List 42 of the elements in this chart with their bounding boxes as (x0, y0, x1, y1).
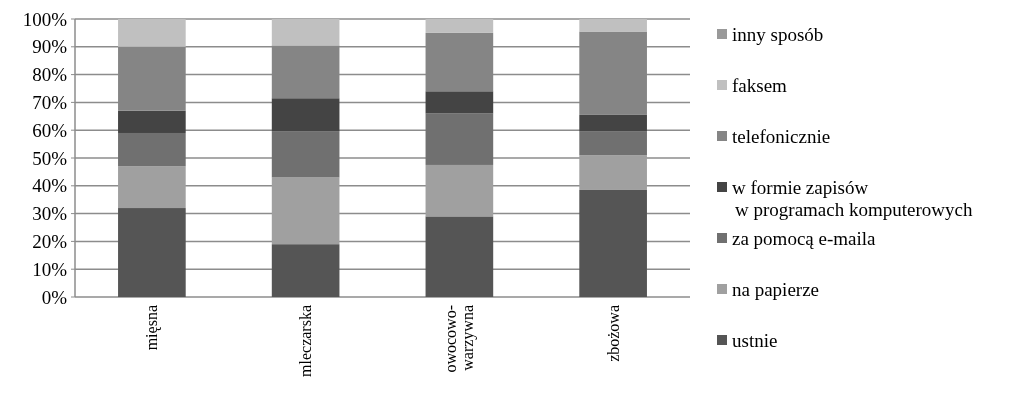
legend-label: w formie zapisów w programach komputerowych (732, 176, 973, 220)
bar (425, 164, 494, 217)
bar (271, 131, 340, 178)
x-tick-label: owocowo-warzywna (442, 305, 478, 373)
legend-label: telefonicznie (732, 125, 831, 147)
bar (118, 110, 186, 133)
bar (118, 19, 186, 47)
y-tick-label: 0% (41, 286, 68, 308)
y-tick-label: 50% (32, 147, 68, 169)
bar (579, 189, 647, 297)
bar (579, 114, 647, 132)
y-tick-label: 60% (32, 119, 68, 141)
x-tick-label: zbożowa (604, 305, 622, 362)
bar (118, 132, 186, 167)
bar (271, 98, 340, 132)
legend-label: faksem (732, 74, 788, 96)
y-tick-label: 80% (32, 64, 68, 86)
bar (118, 166, 186, 209)
legend-label: na papierze (732, 278, 820, 300)
y-tick-label: 90% (32, 36, 68, 58)
bar (425, 19, 494, 33)
bar (579, 19, 647, 32)
y-tick-label: 20% (32, 231, 68, 253)
x-tick-label: mięsna (143, 305, 162, 351)
bar (271, 19, 340, 46)
legend-label: ustnie (732, 329, 778, 351)
legend-label: za pomocą e-maila (732, 227, 877, 249)
y-tick-label: 100% (22, 8, 68, 30)
y-tick-label: 40% (32, 175, 68, 197)
bar (579, 155, 647, 190)
y-tick-label: 70% (32, 92, 68, 114)
bar (425, 91, 494, 114)
y-tick-label: 10% (32, 258, 68, 280)
y-tick-label: 30% (32, 203, 68, 225)
x-tick-label: mleczarska (297, 305, 315, 377)
bar (118, 208, 186, 297)
bar (579, 131, 647, 156)
bar (271, 244, 340, 297)
bar (425, 216, 494, 297)
bar (425, 113, 494, 165)
bar (271, 177, 340, 245)
legend-label: inny sposób (732, 23, 824, 45)
